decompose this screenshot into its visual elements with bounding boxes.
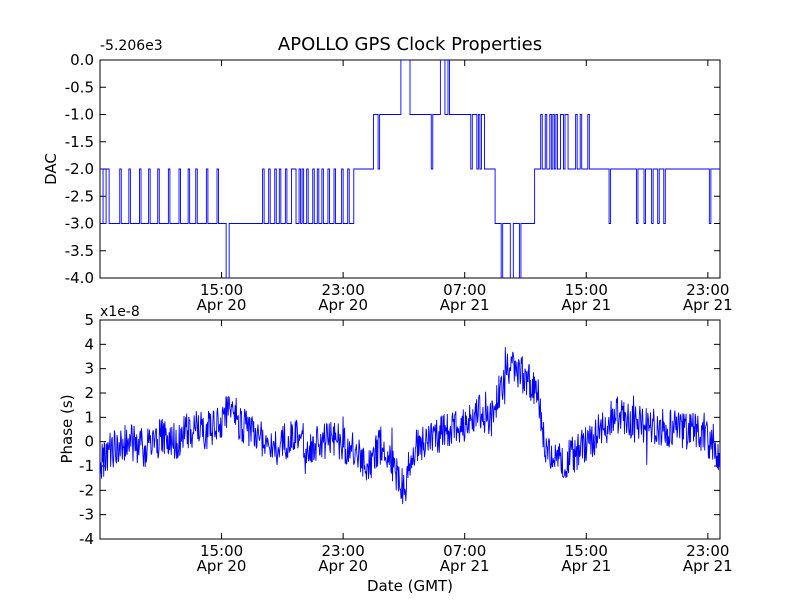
phase-ytick-label: 0 xyxy=(84,433,94,451)
dac-xtick-date: Apr 21 xyxy=(683,296,733,314)
phase-ytick-label: 5 xyxy=(84,311,94,329)
dac-xtick-time: 15:00 xyxy=(200,281,243,299)
dac-xtick-time: 07:00 xyxy=(443,281,486,299)
phase-xtick-time: 15:00 xyxy=(565,542,608,560)
phase-ytick-label: 2 xyxy=(84,384,94,402)
dac-ytick-label: -0.5 xyxy=(65,78,94,96)
phase-ytick-label: -1 xyxy=(79,457,94,475)
dac-xtick-time: 23:00 xyxy=(322,281,365,299)
dac-ytick-label: -2.5 xyxy=(65,187,94,205)
dac-ytick-label: -3.0 xyxy=(65,215,94,233)
phase-plot-frame xyxy=(99,319,721,540)
dac-axis-ticks: 0.0 -0.5 -1.0 -1.5 -2.0 -2.5 -3.0 -3.5 -4.0 15:00… xyxy=(65,51,733,314)
dac-xtick-time: 15:00 xyxy=(565,281,608,299)
phase-xtick-date: Apr 20 xyxy=(318,557,368,575)
phase-xtick-date: Apr 20 xyxy=(197,557,247,575)
phase-offset-label: x1e-8 xyxy=(100,304,140,320)
phase-axis-label: Phase (s) xyxy=(58,394,76,463)
dac-offset-label: -5.206e3 xyxy=(100,38,163,54)
dac-axis-label: DAC xyxy=(42,153,60,185)
phase-ytick-label: -3 xyxy=(79,506,94,524)
phase-ytick-label: 3 xyxy=(84,360,94,378)
phase-xtick-date: Apr 21 xyxy=(561,557,611,575)
phase-ytick-label: -4 xyxy=(79,530,94,548)
phase-ytick-label: 1 xyxy=(84,408,94,426)
dac-ytick-label: 0.0 xyxy=(70,51,94,69)
dac-ytick-label: -3.5 xyxy=(65,242,94,260)
phase-xtick-time: 07:00 xyxy=(443,542,486,560)
phase-ytick-label: 4 xyxy=(84,335,94,353)
dac-xtick-time: 23:00 xyxy=(686,281,729,299)
phase-series-line xyxy=(100,347,720,505)
dac-ytick-label: -4.0 xyxy=(65,269,94,287)
dac-xtick-date: Apr 21 xyxy=(561,296,611,314)
dac-ytick-label: -1.0 xyxy=(65,106,94,124)
dac-ytick-label: -1.5 xyxy=(65,133,94,151)
dac-xtick-date: Apr 21 xyxy=(440,296,490,314)
phase-xtick-time: 23:00 xyxy=(686,542,729,560)
phase-xtick-date: Apr 21 xyxy=(683,557,733,575)
phase-xtick-time: 15:00 xyxy=(200,542,243,560)
x-axis-label: Date (GMT) xyxy=(367,577,453,595)
dac-xtick-date: Apr 20 xyxy=(318,296,368,314)
dac-series-line xyxy=(100,60,720,278)
phase-xtick-date: Apr 21 xyxy=(440,557,490,575)
dac-xtick-date: Apr 20 xyxy=(197,296,247,314)
chart-title: APOLLO GPS Clock Properties xyxy=(278,34,542,55)
phase-ytick-label: -2 xyxy=(79,481,94,499)
dac-ytick-label: -2.0 xyxy=(65,160,94,178)
phase-xtick-time: 23:00 xyxy=(322,542,365,560)
